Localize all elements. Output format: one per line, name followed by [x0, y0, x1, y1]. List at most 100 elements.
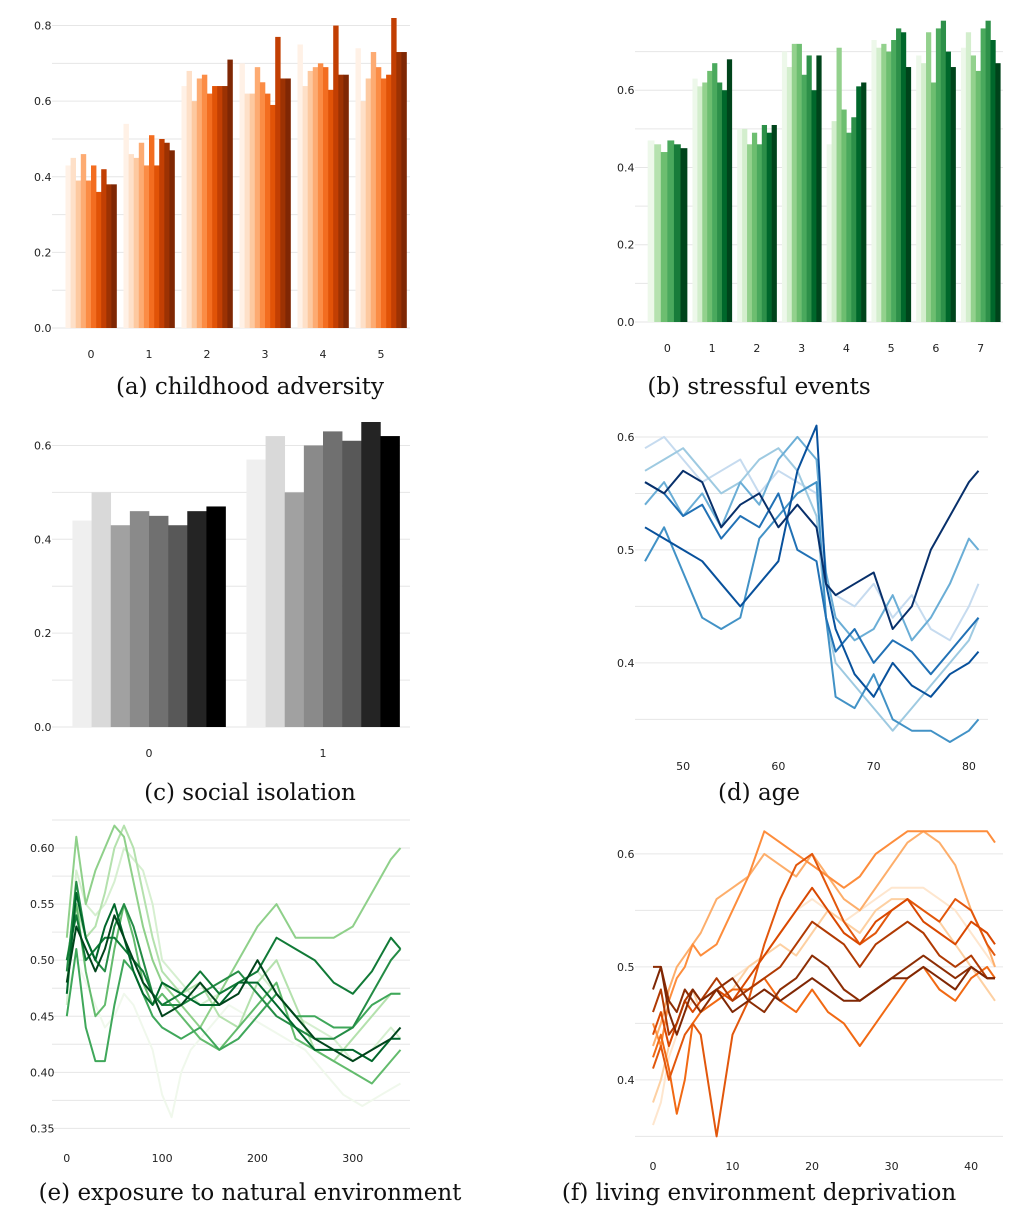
bar [680, 148, 688, 322]
y-tick-label: 0.45 [30, 1010, 55, 1023]
bar [275, 36, 281, 329]
bar [851, 117, 857, 322]
bar [654, 144, 662, 322]
series-line [644, 481, 980, 676]
chart-a-caption: (a) childhood adversity [115, 374, 385, 400]
bar [297, 44, 303, 329]
bar [101, 169, 107, 328]
bar [284, 492, 305, 727]
bar [149, 135, 155, 328]
x-tick-label: 0 [63, 1152, 70, 1165]
series-line [652, 830, 996, 1047]
bar [796, 43, 802, 323]
y-tick-label: 0.2 [617, 239, 635, 252]
bar [806, 55, 812, 322]
x-tick-label: 80 [962, 760, 976, 773]
bar [323, 431, 343, 727]
y-tick-label: 0.0 [34, 721, 52, 734]
bar [871, 40, 877, 322]
bar [370, 52, 377, 329]
x-tick-label: 0 [664, 342, 671, 355]
x-tick-label: 20 [805, 1160, 819, 1173]
bar [673, 144, 681, 322]
chart-e-caption: (e) exposure to natural environment [38, 1180, 462, 1206]
y-tick-label: 0.4 [34, 533, 52, 546]
x-tick-label: 0 [649, 1160, 656, 1173]
chart-panel-a: 0.0 0.2 0.4 0.6 0.8 0 1 2 3 4 5 (a) childhood adve… [0, 0, 500, 410]
bar [91, 492, 112, 727]
bar [265, 436, 286, 727]
series-line [65, 959, 402, 1119]
chart-f-caption: (f) living environment deprivation [561, 1180, 957, 1206]
bar [110, 525, 131, 727]
bar [343, 74, 349, 329]
bar [391, 18, 397, 328]
bar [70, 157, 76, 328]
series-line [652, 852, 996, 1138]
bar [771, 124, 777, 322]
x-tick-label: 1 [709, 342, 716, 355]
bar [791, 43, 798, 323]
y-tick-label: 0.60 [30, 842, 55, 855]
bar [302, 86, 308, 328]
bar [159, 138, 165, 328]
bar [206, 506, 226, 727]
bar [945, 51, 951, 322]
x-tick-label: 200 [247, 1152, 268, 1165]
bar [712, 63, 718, 323]
bar [935, 28, 942, 323]
series-line [65, 948, 401, 1063]
bar [886, 51, 892, 322]
bar [940, 20, 947, 322]
y-tick-label: 0.6 [617, 431, 635, 444]
bar [380, 436, 400, 727]
bar [361, 422, 381, 727]
series-line [65, 891, 401, 1063]
x-tick-label: 40 [964, 1160, 978, 1173]
bar [960, 47, 967, 323]
bar [222, 86, 228, 328]
series-line [653, 954, 995, 1014]
bar [396, 52, 402, 329]
y-tick-label: 0.4 [617, 657, 635, 670]
bar [128, 154, 134, 328]
x-tick-label: 3 [262, 348, 269, 361]
bar [317, 63, 324, 329]
bar [751, 132, 758, 322]
bar [742, 128, 748, 322]
chart-c-caption: (c) social isolation [144, 780, 356, 806]
chart-panel-e: 0.35 0.40 0.45 0.50 0.55 0.60 0 100 200 300 (e) e… [0, 812, 500, 1216]
x-tick-label: 2 [204, 348, 211, 361]
y-tick-label: 0.35 [30, 1122, 55, 1135]
bar [386, 74, 392, 329]
y-tick-label: 0.55 [30, 898, 55, 911]
x-tick-label: 100 [152, 1152, 173, 1165]
bar [164, 142, 170, 328]
bar [280, 78, 286, 328]
bar [285, 78, 291, 328]
series-line [644, 435, 980, 642]
y-tick-label: 0.6 [34, 95, 52, 108]
chart-panel-c: 0.0 0.2 0.4 0.6 0 1 (c) social isolation [0, 412, 500, 812]
bar [333, 25, 339, 329]
bar [265, 93, 271, 328]
bar [747, 144, 753, 322]
chart-panel-f: 0.4 0.5 0.6 0 10 20 30 40 (f) living environmen… [505, 812, 1013, 1216]
bar [168, 525, 188, 727]
y-tick-label: 0.40 [30, 1066, 55, 1079]
bar [717, 82, 723, 322]
bar [129, 511, 150, 727]
x-tick-label: 4 [320, 348, 327, 361]
bar [138, 142, 145, 328]
bar [323, 67, 329, 329]
bar [187, 511, 207, 727]
bar [149, 515, 169, 727]
bar [702, 82, 708, 322]
bar [816, 55, 822, 322]
bar [106, 184, 112, 328]
chart-d-caption: (d) age [717, 780, 801, 806]
bar [900, 32, 907, 322]
bar [246, 459, 266, 727]
bar [916, 55, 922, 322]
bar [856, 86, 862, 322]
